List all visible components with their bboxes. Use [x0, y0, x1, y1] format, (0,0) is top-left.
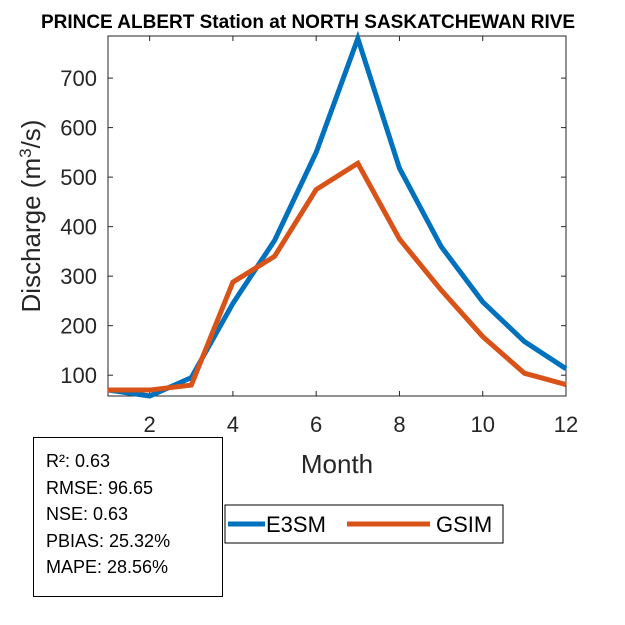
chart-title: PRINCE ALBERT Station at NORTH SASKATCHE…	[41, 12, 575, 33]
data-point-gsim	[398, 238, 400, 240]
y-tick-label: 100	[60, 363, 97, 388]
data-point-gsim	[523, 372, 525, 374]
data-point-e3sm	[357, 37, 359, 39]
y-axis-label-superscript: 3	[16, 148, 35, 157]
data-point-e3sm	[565, 368, 567, 370]
y-axis-label: Discharge (m3/s)	[16, 120, 46, 313]
stat-pbias: PBIAS: 25.32%	[46, 530, 171, 551]
y-tick-label: 400	[60, 215, 97, 240]
x-tick-label: 12	[554, 412, 578, 437]
data-point-gsim	[149, 389, 151, 391]
data-point-e3sm	[523, 341, 525, 343]
y-axis-label-end: /s)	[16, 120, 46, 149]
y-axis-label-main: Discharge (m	[16, 158, 46, 313]
stat-r2: R²: 0.63	[46, 451, 111, 471]
y-tick-label: 600	[60, 116, 97, 141]
data-point-gsim	[482, 336, 484, 338]
data-point-gsim	[440, 289, 442, 291]
series-line-e3sm	[107, 30, 568, 399]
series-line-gsim	[108, 159, 567, 393]
series-lines	[107, 30, 568, 399]
data-point-gsim	[357, 162, 359, 164]
x-tick-label: 10	[470, 412, 494, 437]
data-point-e3sm	[232, 302, 234, 304]
legend-label-gsim: GSIM	[436, 512, 492, 537]
stat-nse: NSE: 0.63	[46, 504, 129, 524]
data-point-e3sm	[149, 395, 151, 397]
stat-mape: MAPE: 28.56%	[46, 557, 169, 577]
plot-area	[107, 30, 568, 399]
x-tick-label: 6	[310, 412, 322, 437]
legend: E3SM GSIM	[224, 504, 504, 544]
plot-frame	[107, 35, 567, 397]
y-tick-label: 300	[60, 264, 97, 289]
x-tick-label: 2	[144, 412, 156, 437]
data-point-gsim	[232, 281, 234, 283]
stat-rmse: RMSE: 96.65	[46, 477, 154, 498]
legend-label-e3sm: E3SM	[266, 512, 326, 537]
data-point-e3sm	[398, 167, 400, 169]
data-point-gsim	[274, 255, 276, 257]
y-tick-label: 700	[60, 66, 97, 91]
statistics-box: R²: 0.63 RMSE: 96.65 NSE: 0.63 PBIAS: 25…	[33, 437, 223, 597]
data-point-gsim	[565, 384, 567, 386]
x-tick-labels: 2 4 6 8 10 12	[144, 412, 579, 437]
data-point-e3sm	[482, 301, 484, 303]
x-tick-label: 4	[227, 412, 239, 437]
data-point-e3sm	[440, 245, 442, 247]
data-point-gsim	[107, 389, 109, 391]
y-tick-label: 200	[60, 314, 97, 339]
x-axis-label: Month	[301, 449, 373, 479]
x-tick-label: 8	[393, 412, 405, 437]
data-point-e3sm	[274, 240, 276, 242]
axis-ticks	[108, 36, 567, 396]
y-tick-label: 500	[60, 165, 97, 190]
data-point-e3sm	[315, 151, 317, 153]
data-point-gsim	[190, 384, 192, 386]
y-tick-labels: 100 200 300 400 500 600 700	[60, 66, 97, 388]
data-point-gsim	[315, 189, 317, 191]
